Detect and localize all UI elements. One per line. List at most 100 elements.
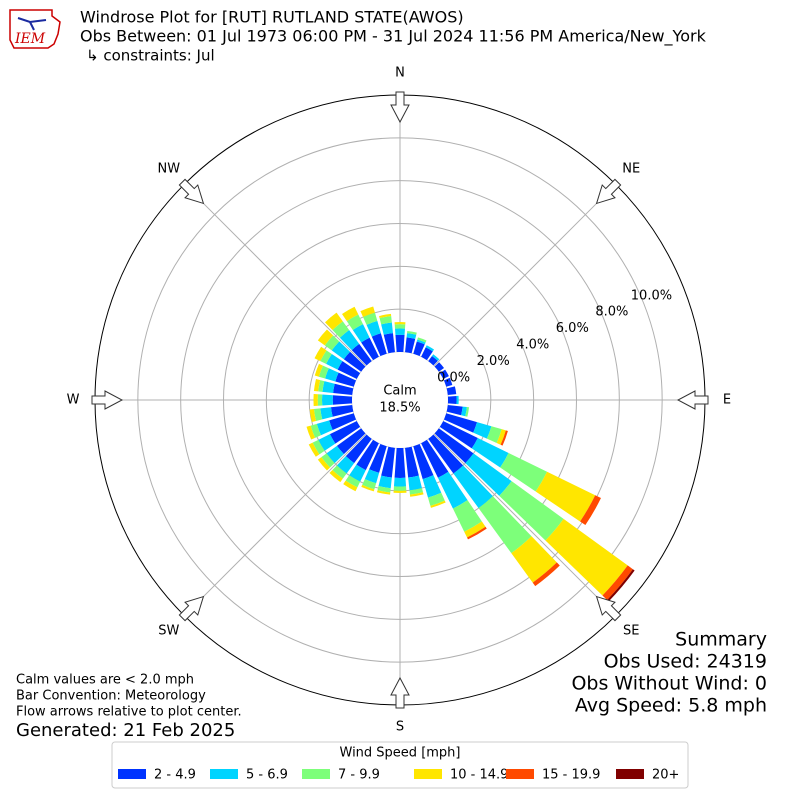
legend-label: 20+: [652, 768, 679, 783]
wind-bar-segment: [535, 471, 596, 522]
wind-bar-segment: [332, 321, 350, 338]
wind-bar-segment: [309, 409, 317, 422]
wind-bar-segment: [434, 428, 474, 464]
wind-bar-segment: [320, 407, 333, 420]
compass-arrow: [390, 91, 410, 124]
wind-bar-segment: [314, 346, 327, 362]
wind-bar-segment: [393, 477, 407, 487]
wind-bar-segment: [417, 337, 427, 343]
wind-bar-segment: [500, 430, 508, 446]
wind-bar-segment: [394, 324, 406, 329]
chart-title: Windrose Plot for [RUT] RUTLAND STATE(AW…: [80, 8, 464, 27]
logo-outline: [9, 9, 61, 49]
summary-line: Obs Without Wind: 0: [571, 673, 767, 695]
wind-bar-segment: [406, 333, 417, 339]
wind-bar-segment: [313, 393, 318, 407]
legend-swatch: [302, 769, 330, 779]
compass-arrow-shape: [390, 676, 410, 709]
wind-bar-segment: [461, 406, 467, 417]
wind-bar-segment: [318, 434, 336, 451]
wind-bar-segment: [364, 469, 380, 484]
compass-arrow-shape: [676, 390, 709, 410]
legend-swatch: [210, 769, 238, 779]
wind-bar-segment: [446, 405, 463, 416]
wind-bar-segment: [322, 394, 333, 406]
wind-bar-segment: [317, 329, 334, 346]
wind-bar-segment: [314, 363, 323, 377]
wind-bar-segment: [421, 347, 433, 361]
wind-bar-segment: [428, 355, 438, 366]
compass-label: S: [396, 720, 404, 735]
r-tick-label: 2.0%: [477, 354, 510, 369]
compass-arrow-shape: [595, 178, 622, 205]
legend-label: 15 - 19.9: [542, 768, 600, 783]
wind-bar-segment: [306, 425, 316, 440]
wind-bar-segment: [330, 405, 354, 417]
compass-arrow: [595, 595, 622, 622]
wind-bar-segment: [464, 521, 486, 538]
compass-arrow: [178, 178, 205, 205]
compass-arrow-shape: [390, 91, 410, 124]
wind-bar-segment: [431, 354, 440, 361]
compass-label: E: [723, 393, 731, 408]
wind-bar-segment: [332, 465, 347, 479]
wind-bar-segment: [342, 306, 359, 322]
logo-text: IEM: [14, 31, 46, 47]
wind-bar-segment: [366, 320, 381, 337]
wind-bar-segment: [361, 484, 375, 492]
grid-spoke: [433, 183, 617, 367]
wind-bar-segment: [326, 445, 344, 464]
wind-bar-segment: [416, 339, 426, 345]
wind-bar-segment: [360, 306, 375, 318]
wind-bar-segment: [377, 486, 391, 493]
r-tick-label: 6.0%: [556, 321, 589, 336]
wind-bar-segment: [428, 434, 464, 474]
compass-label: N: [395, 66, 405, 81]
compass-arrow-shape: [178, 595, 205, 622]
wind-bar-segment: [443, 377, 453, 387]
wind-bar-segment: [439, 421, 478, 449]
summary-line: Summary: [675, 629, 767, 651]
wind-bar-segment: [427, 492, 445, 506]
wind-bar-segment: [339, 329, 360, 351]
r-tick-label: 0.0%: [437, 370, 470, 385]
wind-bar-segment: [324, 335, 340, 351]
compass-label: NW: [157, 161, 180, 176]
compass-label: SE: [623, 624, 639, 639]
wind-bar-segment: [332, 395, 353, 405]
wind-bar-segment: [378, 475, 392, 489]
wind-bar-segment: [405, 446, 419, 478]
legend-title: Wind Speed [mph]: [340, 746, 461, 761]
chart-subtitle: Obs Between: 01 Jul 1973 06:00 PM - 31 J…: [80, 27, 707, 47]
grid-spoke: [183, 433, 367, 617]
wind-bar-segment: [453, 465, 493, 509]
note: Bar Convention: Meteorology: [16, 689, 206, 704]
wind-bar-segment: [336, 428, 366, 455]
logo: IEM: [9, 9, 61, 49]
wind-bar-segment: [511, 536, 557, 583]
wind-bar-segment: [379, 313, 392, 319]
wind-bar-segment: [371, 333, 387, 357]
wind-bar-segment: [393, 486, 407, 491]
compass-arrow-shape: [178, 178, 205, 205]
compass-arrow: [390, 676, 410, 709]
wind-bar-segment: [430, 500, 446, 508]
legend-box: [111, 741, 689, 789]
wind-bar-segment: [465, 407, 470, 417]
wind-bar-segment: [607, 569, 635, 602]
wind-bar-segment: [313, 408, 323, 421]
wind-bar-segment: [395, 334, 405, 353]
wind-bar-segment: [408, 475, 422, 491]
wind-bar-segment: [346, 314, 363, 331]
wind-bar-segment: [325, 368, 339, 382]
wind-bar-segment: [381, 322, 393, 335]
wind-bar-segment: [316, 420, 333, 436]
wind-bar-segment: [376, 490, 391, 495]
wind-bar-segment: [321, 453, 335, 468]
calm-disk: [352, 352, 448, 448]
wind-bar-segment: [337, 361, 361, 379]
wind-bar-segment: [329, 421, 361, 444]
note: Calm values are < 2.0 mph: [16, 673, 194, 688]
note: Flow arrows relative to plot center.: [16, 705, 242, 720]
legend-label: 5 - 6.9: [246, 768, 288, 783]
